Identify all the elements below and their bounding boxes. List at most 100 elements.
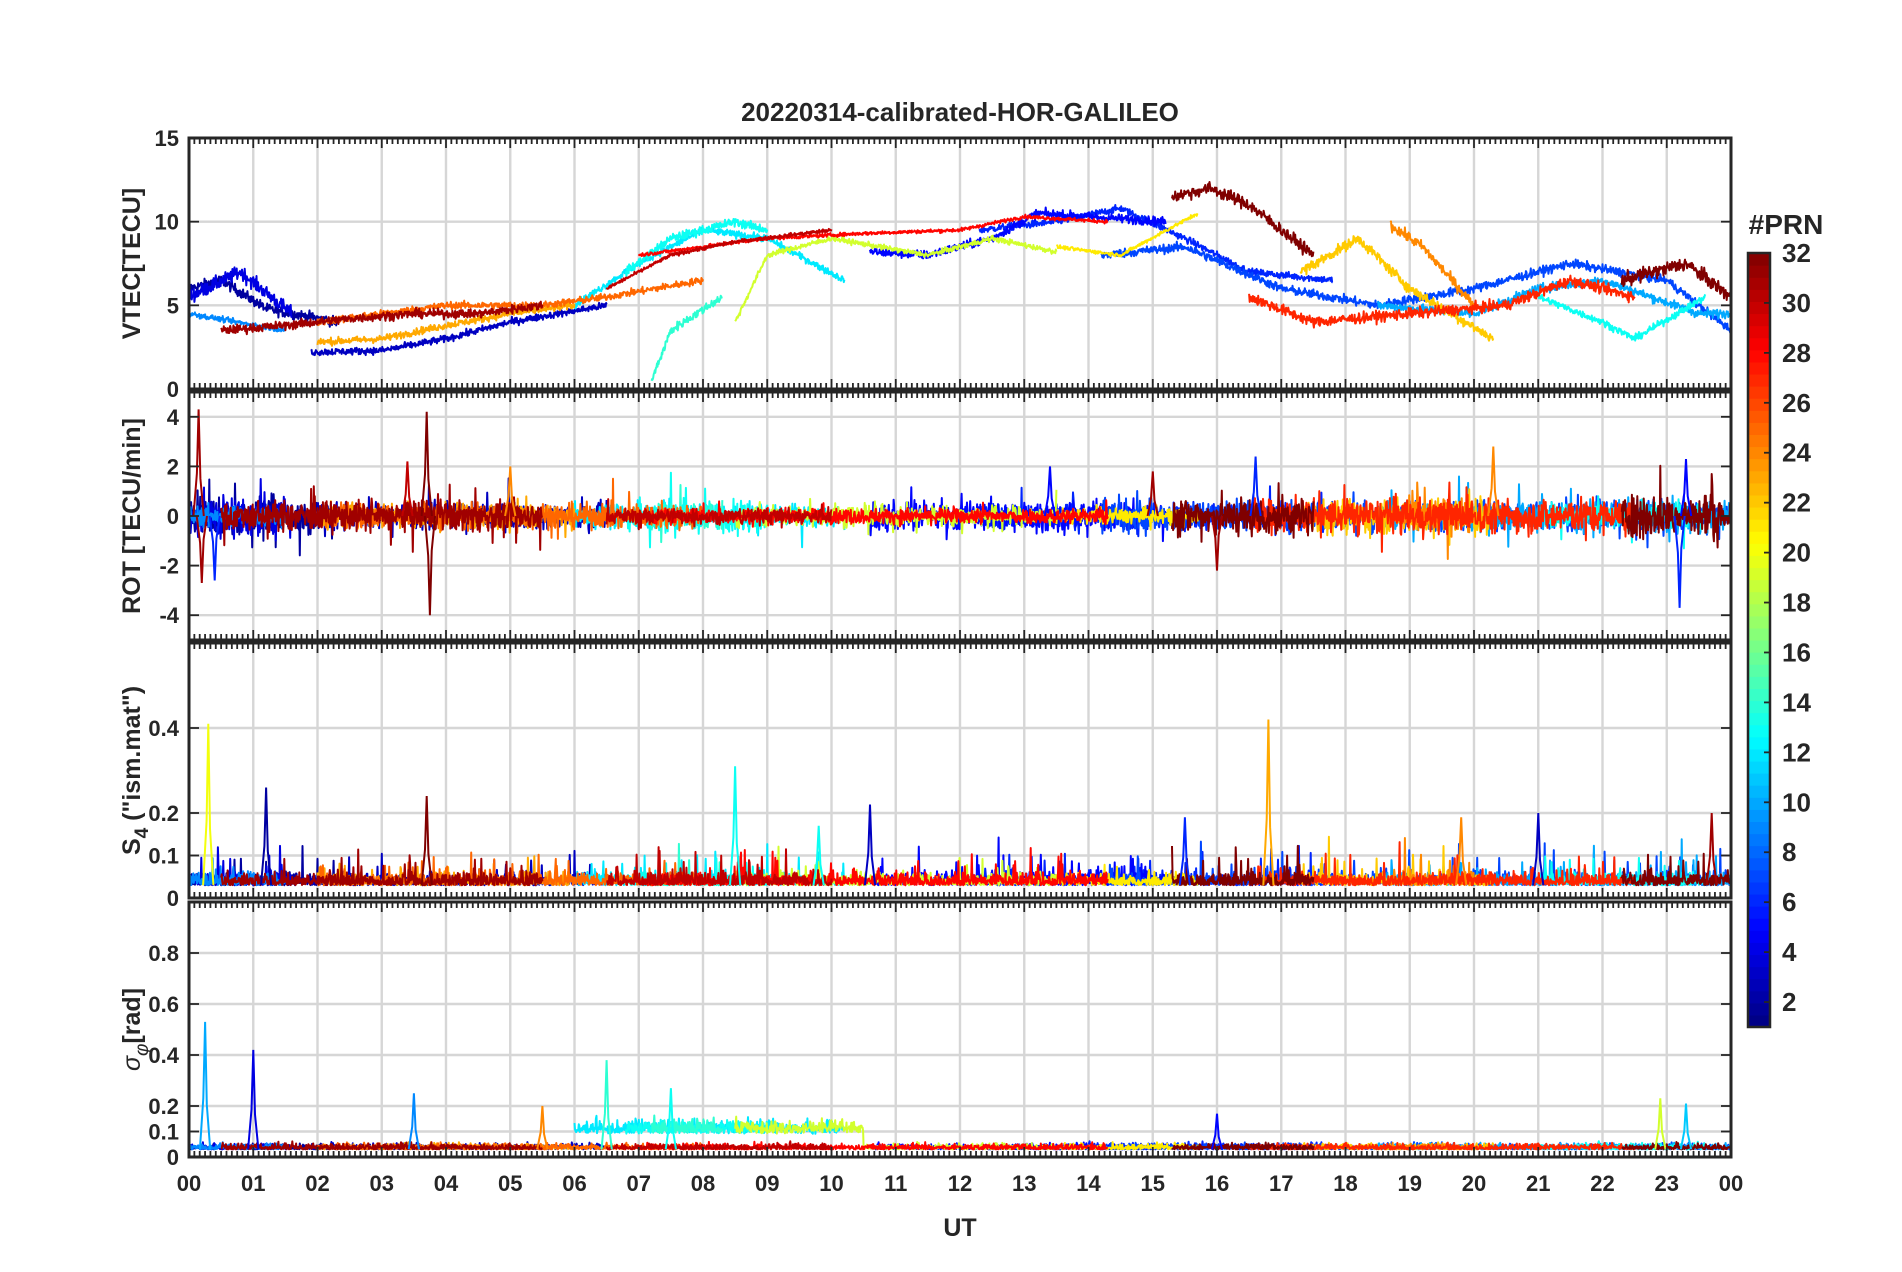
x-tick-label: 13 — [1012, 1171, 1036, 1196]
colorbar-segment — [1748, 591, 1770, 605]
x-tick-label: 00 — [1719, 1171, 1743, 1196]
colorbar-segment — [1748, 603, 1770, 617]
colorbar-tick-label: 26 — [1782, 388, 1811, 418]
peak-prn-19 — [1654, 1098, 1667, 1150]
peak-prn-9 — [407, 1093, 420, 1150]
colorbar-segment — [1748, 265, 1770, 278]
colorbar-segment — [1748, 289, 1770, 302]
colorbar-tick-label: 10 — [1782, 787, 1811, 817]
colorbar-segment — [1748, 869, 1770, 883]
series-line-prn-13 — [624, 218, 769, 277]
peak-prn-31 — [1146, 471, 1159, 517]
x-tick-label: 01 — [241, 1171, 265, 1196]
x-tick-label: 06 — [562, 1171, 586, 1196]
x-tick-label: 04 — [434, 1171, 459, 1196]
series-group — [189, 181, 1731, 382]
panel-rot: -4 -2 0 2 4 ROT [TECU/min] — [118, 390, 1733, 642]
x-axis-label: UT — [943, 1214, 976, 1242]
colorbar-tick-label: 4 — [1782, 937, 1797, 967]
panel-sigma_phi: 00.10.2 0.4 0.6 0.8 σφ[rad] — [118, 900, 1733, 1170]
colorbar-segment — [1748, 494, 1770, 508]
y-tick-label: -2 — [159, 554, 179, 579]
peak-prn-31 — [195, 515, 208, 584]
series-line-prn-25 — [316, 277, 704, 327]
y-axis-label-s4: S4 ("ism.mat") — [118, 686, 153, 855]
colorbar-segment — [1748, 652, 1770, 665]
colorbar-segment — [1748, 325, 1770, 339]
colorbar-tick-label: 14 — [1782, 687, 1811, 717]
series-line-prn-32 — [1620, 852, 1731, 887]
colorbar-segment — [1748, 277, 1770, 290]
x-tick-label: 00 — [177, 1171, 201, 1196]
peak-prn-3 — [863, 804, 877, 886]
peak-prn-5 — [1043, 466, 1057, 517]
x-tick-label: 14 — [1076, 1171, 1101, 1196]
y-tick-label: 0 — [167, 886, 179, 911]
colorbar-segment — [1748, 349, 1770, 363]
peak-prn-6 — [1673, 515, 1686, 608]
colorbar-segment — [1748, 482, 1770, 496]
series-line-prn-3 — [310, 301, 608, 357]
x-tick-label: 16 — [1205, 1171, 1229, 1196]
colorbar-segment — [1748, 301, 1770, 315]
peak-prn-2 — [260, 787, 273, 886]
peak-prn-6 — [208, 515, 221, 581]
series-line-prn-14 — [650, 1114, 724, 1135]
colorbar-tick-label: 30 — [1782, 288, 1811, 318]
colorbar-segment — [1748, 664, 1770, 677]
y-tick-label: 0.4 — [148, 716, 179, 741]
peak-prn-31 — [1210, 515, 1224, 571]
series-group — [189, 409, 1731, 616]
colorbar-segment — [1748, 337, 1770, 351]
peak-prn-6 — [1178, 817, 1191, 886]
series-line-prn-22 — [1299, 235, 1495, 342]
series-line-prn-7 — [1100, 240, 1731, 335]
peak-prn-4 — [247, 1049, 260, 1150]
x-tick-label: 05 — [498, 1171, 522, 1196]
y-tick-label: 0 — [167, 1145, 179, 1170]
colorbar-tick-label: 12 — [1782, 737, 1811, 767]
y-tick-label: 0.2 — [148, 1094, 179, 1119]
colorbar-tick-label: 20 — [1782, 538, 1811, 568]
x-tick-label: 19 — [1398, 1171, 1422, 1196]
peak-prn-13 — [664, 1088, 677, 1150]
colorbar-segment — [1748, 373, 1770, 387]
y-tick-label: 0.4 — [148, 1043, 179, 1068]
colorbar-segment — [1748, 700, 1770, 714]
chart-title: 20220314-calibrated-HOR-GALILEO — [741, 97, 1179, 127]
colorbar-segment — [1748, 410, 1770, 423]
x-tick-label: 20 — [1462, 1171, 1486, 1196]
colorbar-segment — [1748, 797, 1770, 810]
x-tick-label: 10 — [819, 1171, 843, 1196]
series-line-prn-32 — [1171, 181, 1315, 258]
colorbar-tick-label: 32 — [1782, 238, 1811, 268]
x-tick-label: 03 — [370, 1171, 394, 1196]
series-line-prn-31 — [220, 483, 544, 553]
colorbar-segment — [1748, 1002, 1770, 1016]
y-axis-label-sigma_phi: σφ[rad] — [118, 988, 153, 1071]
series-line-prn-2 — [189, 275, 338, 328]
colorbar-segment — [1748, 833, 1770, 847]
peak-prn-23 — [1262, 719, 1275, 886]
series-line-prn-30 — [605, 1140, 833, 1151]
colorbar-segment — [1748, 434, 1770, 448]
colorbar-segment — [1748, 398, 1770, 411]
x-tick-label: 09 — [755, 1171, 779, 1196]
colorbar-segment — [1748, 1014, 1770, 1028]
colorbar-segment — [1748, 506, 1770, 520]
colorbar-tick-label: 16 — [1782, 637, 1811, 667]
series-line-prn-31 — [220, 300, 544, 336]
series-line-prn-30 — [605, 498, 833, 531]
colorbar-segment — [1748, 253, 1770, 266]
series-line-prn-13 — [624, 1118, 769, 1135]
series-line-prn-27 — [1248, 274, 1636, 329]
y-tick-label: 0.1 — [148, 844, 179, 869]
colorbar-tick-label: 18 — [1782, 588, 1811, 618]
y-tick-label: 0.1 — [148, 1120, 179, 1145]
peak-prn-13 — [729, 766, 742, 886]
colorbar-segment — [1748, 724, 1770, 738]
series-line-prn-13 — [1537, 293, 1707, 342]
series-line-prn-9 — [189, 311, 286, 333]
